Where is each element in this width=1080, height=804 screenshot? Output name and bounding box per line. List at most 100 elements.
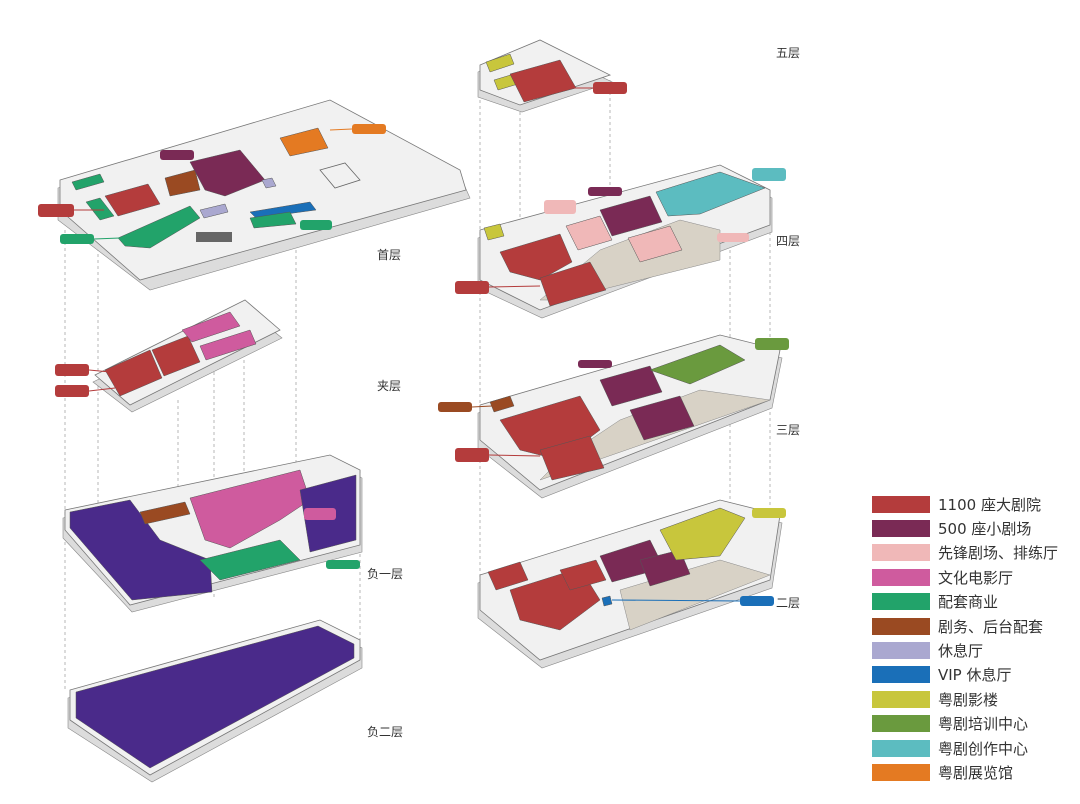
grand-theatre-area <box>499 233 573 281</box>
legend-item: 500 座小剧场 <box>872 516 1058 540</box>
grand-theatre-area <box>104 183 161 217</box>
backstage-area <box>164 169 201 197</box>
legend-swatch <box>872 690 930 708</box>
floor-label-b2: 负二层 <box>367 725 404 739</box>
exhibition-area <box>279 127 329 157</box>
grand-theatre-area <box>539 435 605 481</box>
creation-center-area <box>655 171 766 217</box>
legend-item: 先锋剧场、排练厅 <box>872 541 1058 565</box>
floor-label-mezz: 夹层 <box>377 379 402 393</box>
pioneer-theatre-area <box>627 225 683 263</box>
grand-theatre-area <box>487 561 529 591</box>
commerce-area <box>85 197 115 221</box>
floor-label-f5: 五层 <box>776 46 801 60</box>
floor-plate-f4 <box>477 164 773 319</box>
legend-label: 粤剧创作中心 <box>938 739 1029 758</box>
floor-plate-b1 <box>62 454 363 613</box>
legend-label: 粤剧影楼 <box>938 690 999 709</box>
legend-swatch <box>872 642 930 660</box>
small-theatre-area <box>599 195 663 237</box>
tags-mezz <box>55 364 116 397</box>
legend-swatch <box>872 763 930 781</box>
floor-label-f1: 首层 <box>377 248 402 262</box>
commerce-area <box>117 205 201 249</box>
pioneer-theatre-area <box>565 215 613 251</box>
legend-swatch <box>872 617 930 635</box>
legend-item: 粤剧展览馆 <box>872 760 1058 784</box>
legend-label: 粤剧展览馆 <box>938 763 1014 782</box>
grand-theatre-area <box>151 335 201 377</box>
floor-plate-f5 <box>477 39 613 113</box>
parking-area <box>69 499 213 601</box>
small-theatre-area <box>599 365 663 407</box>
opera-film-area <box>483 223 505 241</box>
backstage-area <box>489 395 515 413</box>
tags-f4 <box>455 168 786 294</box>
floor-label-f4: 四层 <box>776 234 801 248</box>
small-theatre-area <box>189 149 266 197</box>
legend-swatch <box>872 568 930 586</box>
legend-label: 1100 座大剧院 <box>938 495 1041 514</box>
legend-item: 粤剧影楼 <box>872 687 1058 711</box>
cinema-area <box>181 311 241 343</box>
tags-b1 <box>304 508 360 569</box>
legend-label: 配套商业 <box>938 593 999 612</box>
cinema-area <box>199 329 257 361</box>
commerce-area <box>249 211 297 229</box>
legend-swatch <box>872 544 930 562</box>
legend-label: 粤剧培训中心 <box>938 715 1029 734</box>
legend: 1100 座大剧院 500 座小剧场先锋剧场、排练厅 文化电影厅配套商业剧务、后台配… <box>872 492 1058 785</box>
tags-f1 <box>38 124 386 244</box>
vip-lounge-area <box>601 595 613 607</box>
legend-item: 1100 座大剧院 <box>872 492 1058 516</box>
floor-plate-mezz <box>92 299 283 413</box>
vip-lounge-area <box>249 201 317 219</box>
legend-swatch <box>872 495 930 513</box>
legend-label: 500 座小剧场 <box>938 520 1032 539</box>
legend-label: 剧务、后台配套 <box>938 617 1044 636</box>
void-outline <box>319 162 361 189</box>
commerce-area <box>199 539 301 581</box>
floor-label-b1: 负一层 <box>367 567 404 581</box>
legend-swatch <box>872 715 930 733</box>
training-center-area <box>649 344 746 385</box>
legend-swatch <box>872 666 930 684</box>
grand-theatre-area <box>104 349 163 397</box>
opera-film-area <box>485 53 515 73</box>
floor-plate-f2 <box>477 499 783 669</box>
stair-mark <box>196 232 232 242</box>
floor-plate-b2 <box>67 619 363 783</box>
legend-swatch <box>872 593 930 611</box>
floor-plate-f1 <box>57 99 471 291</box>
legend-swatch <box>872 520 930 538</box>
small-theatre-area <box>629 395 695 441</box>
legend-item: 粤剧创作中心 <box>872 736 1058 760</box>
opera-film-area <box>659 507 746 561</box>
grand-theatre-area <box>559 559 607 591</box>
floor-label-f3: 三层 <box>776 423 801 437</box>
legend-label: 先锋剧场、排练厅 <box>938 544 1059 563</box>
backstage-area <box>139 501 191 525</box>
floor-plate-f3 <box>477 334 783 499</box>
legend-item: 休息厅 <box>872 638 1058 662</box>
commerce-area <box>71 173 105 191</box>
legend-label: VIP 休息厅 <box>938 666 1012 685</box>
tags-f2 <box>611 508 786 606</box>
tags-f3 <box>438 338 789 462</box>
legend-item: VIP 休息厅 <box>872 663 1058 687</box>
parking-area <box>75 625 355 769</box>
lounge-area <box>261 177 277 189</box>
floor-label-f2: 二层 <box>776 596 801 610</box>
legend-swatch <box>872 739 930 757</box>
legend-label: 文化电影厅 <box>938 568 1014 587</box>
legend-item: 剧务、后台配套 <box>872 614 1058 638</box>
legend-item: 粤剧培训中心 <box>872 712 1058 736</box>
lounge-area <box>199 203 229 219</box>
legend-item: 配套商业 <box>872 590 1058 614</box>
legend-item: 文化电影厅 <box>872 565 1058 589</box>
grand-theatre-area <box>539 261 607 307</box>
legend-label: 休息厅 <box>938 642 984 661</box>
cinema-area <box>189 469 311 549</box>
tags-f5 <box>570 82 627 94</box>
